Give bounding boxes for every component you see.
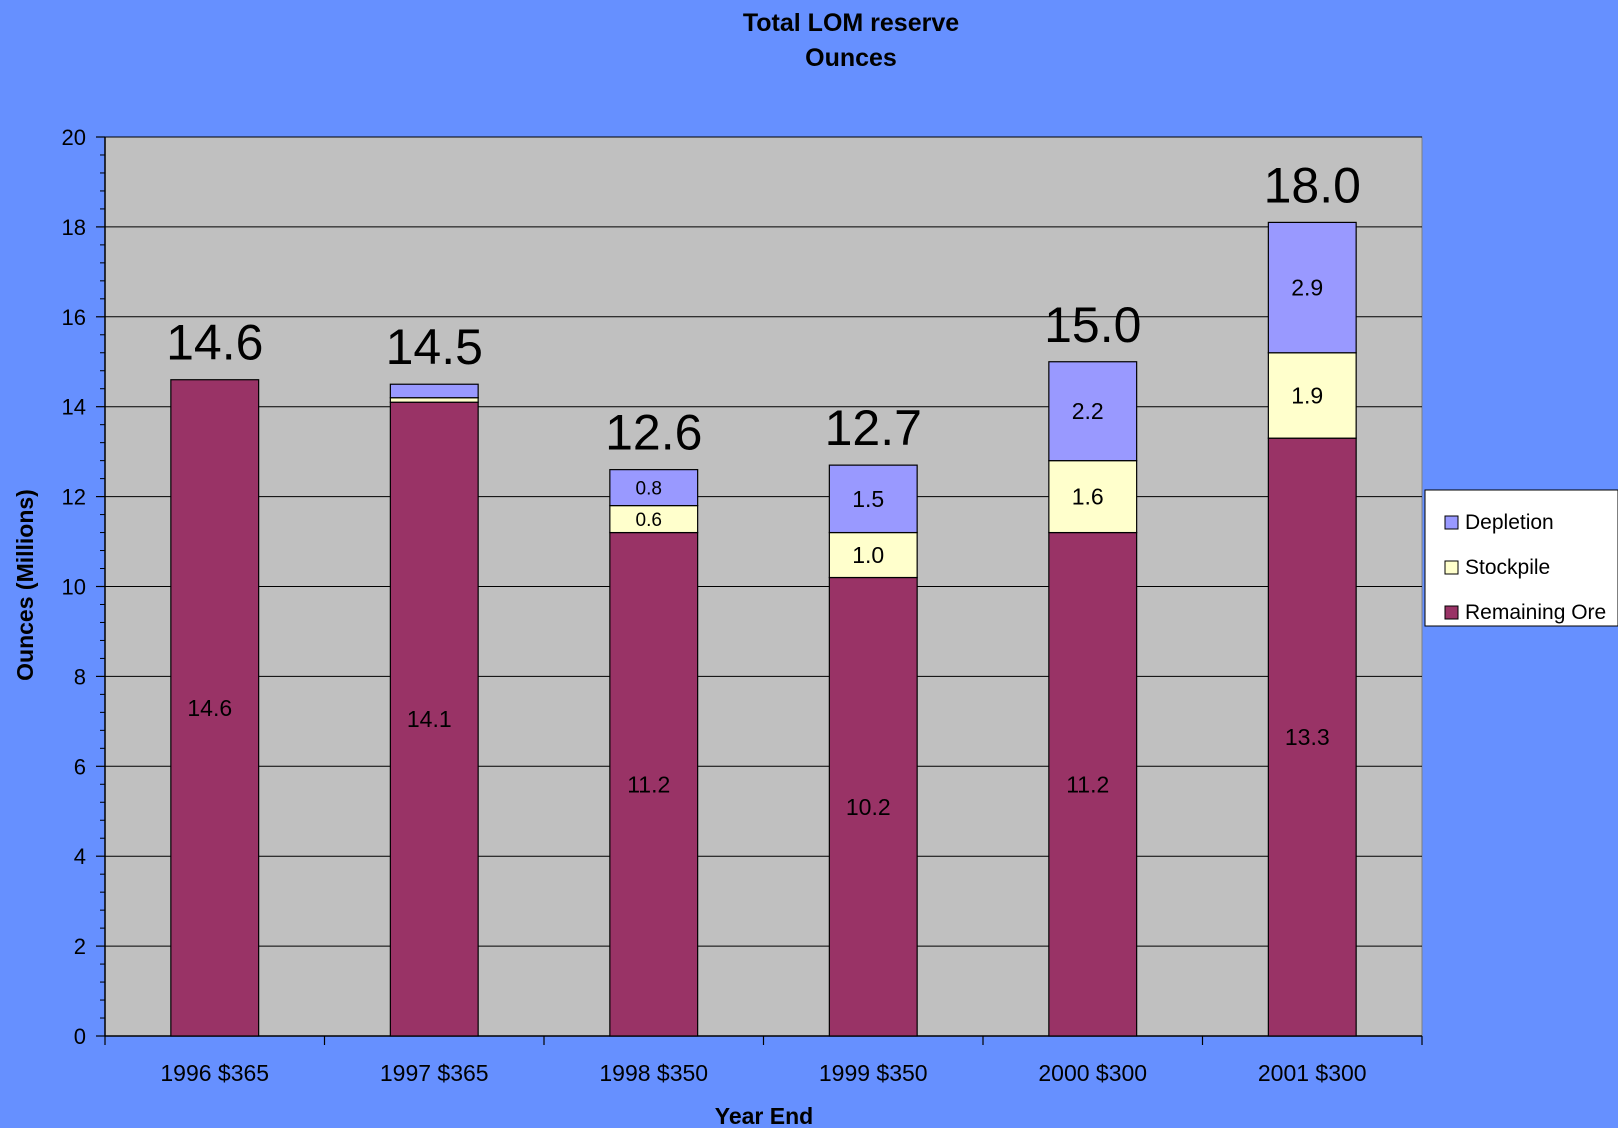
legend-label: Depletion (1465, 511, 1554, 534)
bar-total-label: 12.7 (825, 400, 922, 456)
bar-segment-label: 1.0 (852, 542, 884, 568)
bar-total-label: 18.0 (1264, 157, 1361, 213)
y-tick-label: 18 (62, 215, 86, 240)
y-tick-label: 4 (74, 844, 86, 869)
x-tick-label: 1998 $350 (599, 1060, 708, 1086)
bar-segment (170, 379, 260, 1037)
y-tick-label: 14 (62, 395, 86, 420)
legend-swatch (1444, 560, 1459, 575)
x-tick-label: 1999 $350 (819, 1060, 928, 1086)
bar-segment-label: 11.2 (1066, 771, 1109, 797)
x-axis: 1996 $365 1997 $365 1998 $350 1999 $350 2000… (104, 1035, 1423, 1086)
bar-segment-label: 14.1 (407, 706, 452, 732)
bar-segment-label: 13.3 (1285, 724, 1330, 750)
legend-box (1424, 489, 1618, 627)
y-tick-label: 2 (74, 934, 86, 959)
gridlines (105, 136, 1422, 947)
bar-segment (389, 383, 479, 399)
bar-segment-label: 1.5 (852, 486, 884, 512)
y-axis-title: Ounces (Millions) (12, 489, 38, 681)
x-axis-title: Year End (715, 1103, 813, 1128)
bar-segment-label: 0.6 (636, 510, 662, 531)
bar-segment (1267, 437, 1357, 1037)
legend-label: Stockpile (1465, 556, 1550, 579)
bar-segment-label: 11.2 (627, 771, 670, 797)
legend-swatch (1444, 605, 1459, 620)
total-labels: 14.6 14.5 12.6 12.7 15.0 18.0 (166, 157, 1361, 460)
bar-segment (828, 576, 918, 1037)
legend: Depletion Stockpile Remaining Ore (1424, 489, 1618, 627)
y-tick-label: 16 (62, 305, 86, 330)
bar-total-label: 15.0 (1044, 297, 1141, 353)
x-tick-label: 2000 $300 (1038, 1060, 1147, 1086)
bar-segment (389, 397, 479, 403)
bar-segment (389, 401, 479, 1037)
bar-segment (1267, 221, 1357, 354)
y-tick-label: 0 (74, 1024, 86, 1049)
y-tick-label: 10 (62, 575, 86, 600)
bar-segment (1267, 352, 1357, 439)
bar-segment-label: 0.8 (636, 479, 662, 500)
legend-swatch (1444, 515, 1459, 530)
bar-segment-label: 14.6 (187, 695, 232, 721)
bars (170, 221, 1357, 1037)
bar-segment (828, 464, 918, 534)
bar-segment-label: 1.6 (1072, 484, 1104, 510)
bar-segment-label: 2.2 (1072, 398, 1104, 424)
segment-labels: 14.6 14.1 11.2 0.6 0.8 10.2 1.0 1.5 11.2 1.6 2.2 13… (187, 275, 1329, 820)
chart-title: Total LOM reserve (743, 9, 959, 37)
bar-segment (609, 504, 699, 534)
x-tick-label: 2001 $300 (1258, 1060, 1367, 1086)
y-tick-label: 8 (74, 664, 86, 689)
bar-total-label: 14.5 (386, 319, 483, 375)
y-tick-label: 20 (62, 125, 86, 150)
bar-total-label: 12.6 (605, 405, 702, 461)
bar-segment (609, 469, 699, 507)
bar-segment (1048, 460, 1138, 534)
x-tick-label: 1996 $365 (160, 1060, 269, 1086)
y-axis: 0 2 4 6 8 10 12 14 16 18 20 (62, 125, 106, 1049)
bar-segment-label: 10.2 (846, 794, 891, 820)
legend-label: Remaining Ore (1465, 601, 1606, 624)
x-tick-label: 1997 $365 (380, 1060, 489, 1086)
bar-segment-label: 2.9 (1291, 275, 1323, 301)
bar-total-label: 14.6 (166, 315, 263, 371)
chart-subtitle: Ounces (805, 44, 897, 72)
y-tick-label: 6 (74, 754, 86, 779)
bar-segment (609, 531, 699, 1037)
bar-segment (1048, 531, 1138, 1037)
bar-segment-label: 1.9 (1291, 382, 1323, 408)
y-tick-label: 12 (62, 485, 86, 510)
bar-segment (1048, 361, 1138, 462)
